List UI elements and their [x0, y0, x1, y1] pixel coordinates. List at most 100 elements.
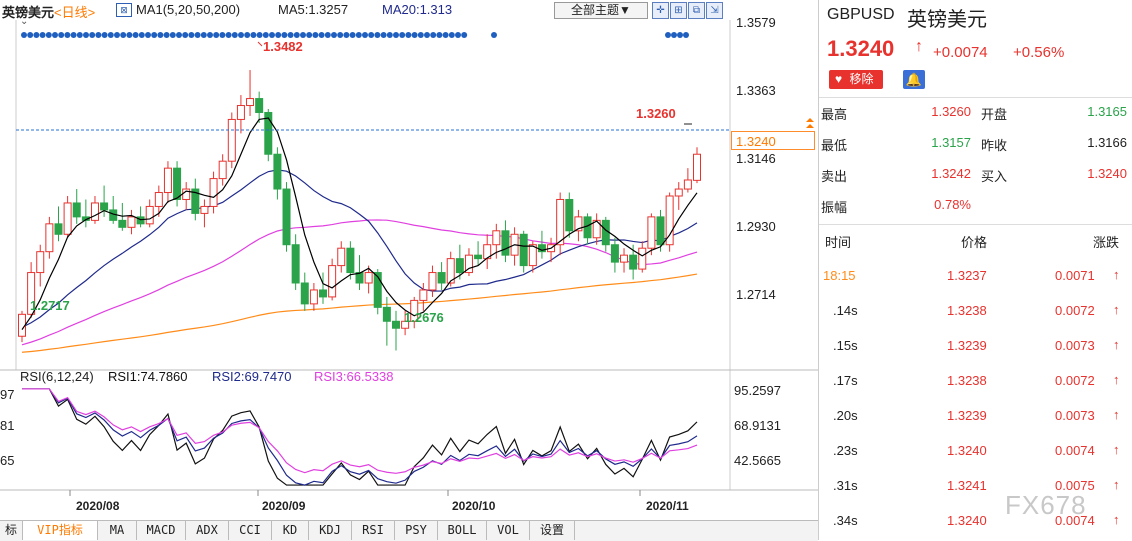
- event-dot: [27, 32, 34, 38]
- tick-time: .20s: [833, 408, 858, 423]
- event-dot: [281, 32, 288, 38]
- last-price-tag: 1.3240: [731, 131, 815, 150]
- event-dot: [677, 32, 683, 38]
- toolbar-macd[interactable]: MACD: [137, 521, 186, 540]
- event-dot: [300, 32, 306, 38]
- event-dot: [405, 32, 412, 38]
- candle-body: [501, 230, 510, 256]
- toolbar-vol[interactable]: VOL: [487, 521, 530, 540]
- remove-watchlist-button[interactable]: ♥ 移除: [829, 70, 883, 89]
- toolbar-vip[interactable]: VIP指标: [23, 521, 98, 540]
- toolbar-adx[interactable]: ADX: [186, 521, 229, 540]
- event-dot: [448, 32, 455, 38]
- zoom-in-icon[interactable]: ⊞: [670, 2, 687, 19]
- ma5-value: MA5:1.3257: [278, 2, 349, 17]
- tick-change: 0.0075: [1055, 478, 1095, 493]
- event-dot: [126, 32, 133, 38]
- candle-body: [391, 320, 400, 329]
- candle-body: [118, 219, 127, 228]
- event-dot: [436, 32, 443, 38]
- stat-value: 1.3157: [931, 135, 971, 150]
- price-chart[interactable]: 1.3579 1.3363 1.3146 1.2930 1.2714 1.348…: [0, 0, 818, 520]
- candle-body: [291, 244, 300, 284]
- candle-body: [528, 244, 537, 267]
- candle-body: [601, 219, 610, 246]
- period-selector[interactable]: <日线>: [54, 5, 96, 20]
- candle-body: [437, 272, 446, 284]
- event-dot: [355, 32, 362, 38]
- ma-settings-icon[interactable]: ⊠: [116, 3, 132, 17]
- ma5-path: [21, 117, 698, 330]
- candle-body: [255, 98, 264, 113]
- candle-body: [90, 202, 99, 221]
- rsi-left-tick: 81: [0, 418, 14, 433]
- toolbar-boll[interactable]: BOLL: [438, 521, 487, 540]
- event-dot: [380, 32, 387, 38]
- candle-body: [236, 105, 245, 120]
- event-dot: [368, 32, 375, 38]
- x-tick: 2020/11: [646, 499, 689, 513]
- candle-body: [373, 272, 382, 308]
- up-arrow-icon: ↑: [1113, 512, 1120, 527]
- up-arrow-icon: ↑: [1113, 407, 1120, 422]
- recent-high-annotation: 1.3260: [636, 106, 676, 121]
- toolbar-cci[interactable]: CCI: [229, 521, 272, 540]
- toolbar-kd[interactable]: KD: [272, 521, 309, 540]
- stat-value: 1.3260: [931, 104, 971, 119]
- collapse-chevron-icon[interactable]: ⌄: [20, 16, 29, 27]
- x-tick: 2020/10: [452, 499, 496, 513]
- candle-body: [328, 265, 337, 298]
- toolbar-kdj[interactable]: KDJ: [309, 521, 352, 540]
- scroll-arrow-icon[interactable]: [806, 118, 814, 128]
- event-dot: [101, 32, 108, 38]
- candle-body: [36, 251, 45, 274]
- crosshair-icon[interactable]: ✛: [652, 2, 669, 19]
- toolbar-item[interactable]: 标: [0, 521, 23, 540]
- remove-label: 移除: [849, 72, 874, 86]
- event-dot: [83, 32, 89, 38]
- toolbar-psy[interactable]: PSY: [395, 521, 438, 540]
- tick-time: .31s: [833, 478, 858, 493]
- event-dot: [411, 32, 418, 38]
- watermark: FX678: [1005, 490, 1087, 520]
- toolbar-ma[interactable]: MA: [98, 521, 137, 540]
- rsi-tick: 42.5665: [734, 453, 781, 468]
- event-dot: [275, 32, 282, 38]
- toolbar-rsi[interactable]: RSI: [352, 521, 395, 540]
- ma200-line: [21, 273, 698, 353]
- event-dot: [64, 32, 71, 38]
- price-change: +0.0074: [933, 44, 988, 61]
- candle-body: [337, 247, 346, 267]
- candle-body: [565, 198, 574, 232]
- candle-body: [683, 179, 692, 190]
- candle-body: [191, 188, 200, 214]
- quote-panel: GBPUSD 英镑美元 1.3240 ↑ +0.0074 +0.56% ♥ 移除…: [818, 0, 1132, 540]
- event-dot: [76, 32, 83, 38]
- stat-label: 振幅: [821, 200, 848, 215]
- y-tick: 1.3363: [736, 83, 776, 98]
- stat-label: 最高: [821, 107, 848, 122]
- candle-body: [300, 282, 309, 305]
- tick-change: 0.0072: [1055, 373, 1095, 388]
- ma-label: MA1(5,20,50,200): [136, 2, 241, 17]
- tick-price: 1.3241: [947, 478, 987, 493]
- toolbar-settings[interactable]: 设置: [530, 521, 575, 540]
- tick-change: 0.0073: [1055, 408, 1095, 423]
- candle-body: [273, 153, 282, 190]
- fullscreen-icon[interactable]: ⧉: [688, 2, 705, 19]
- rsi-label: RSI(6,12,24): [20, 369, 94, 384]
- event-dot: [39, 32, 46, 38]
- event-dot: [200, 32, 207, 38]
- list-item: .17s 1.3238 0.0072 ↑: [819, 363, 1132, 398]
- candle-body: [27, 272, 36, 315]
- high-annotation: 1.3482: [263, 39, 303, 54]
- theme-dropdown[interactable]: 全部主题▼: [554, 2, 648, 19]
- event-dot: [138, 32, 145, 38]
- candlestick-series: [18, 70, 701, 351]
- export-icon[interactable]: ⇲: [706, 2, 723, 19]
- event-dot: [58, 32, 65, 38]
- list-item: .14s 1.3238 0.0072 ↑: [819, 293, 1132, 328]
- bell-icon[interactable]: 🔔: [903, 70, 925, 89]
- tick-change: 0.0071: [1055, 268, 1095, 283]
- price-change-pct: +0.56%: [1013, 44, 1065, 61]
